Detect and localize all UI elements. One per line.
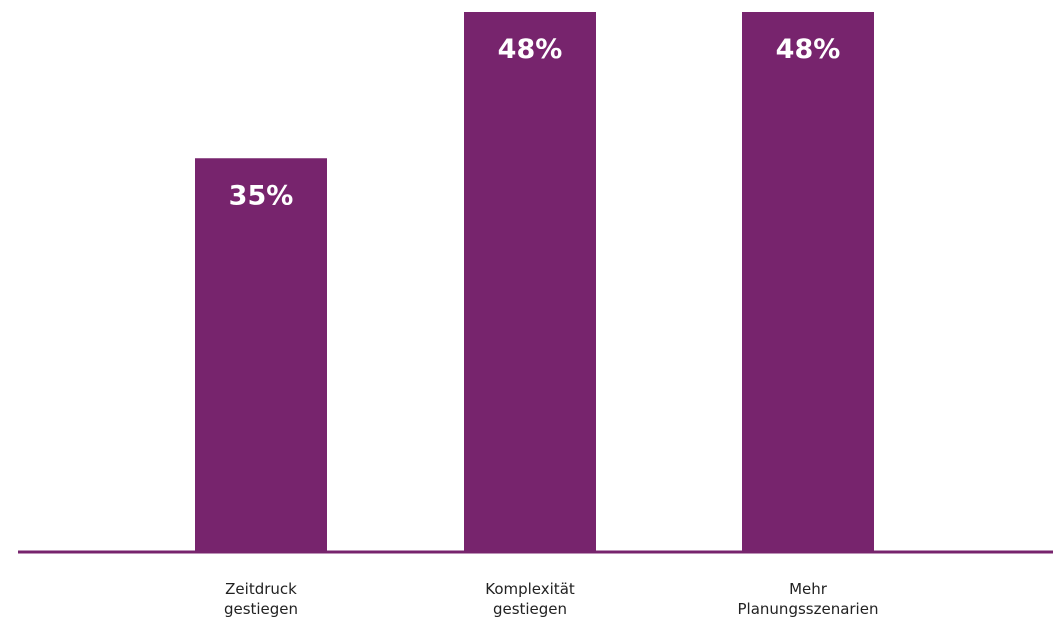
value-labels-group: 35% 48% 48% [229,34,841,211]
category-labels-group: Zeitdruck gestiegen Komplexität gestiegen Me… [224,580,879,618]
category-label-1-line-2: gestiegen [224,600,298,618]
category-label-1-line-1: Zeitdruck [225,580,297,598]
bar-3 [742,12,874,552]
bars-group [195,12,874,552]
bar-value-label-1: 35% [229,180,294,211]
bar-2 [464,12,596,552]
bar-value-label-2: 48% [498,34,563,65]
bar-1 [195,158,327,552]
category-label-3-line-2: Planungsszenarien [738,600,879,618]
category-label-2-line-1: Komplexität [485,580,575,598]
category-label-2-line-2: gestiegen [493,600,567,618]
category-label-3-line-1: Mehr [789,580,828,598]
bar-value-label-3: 48% [776,34,841,65]
